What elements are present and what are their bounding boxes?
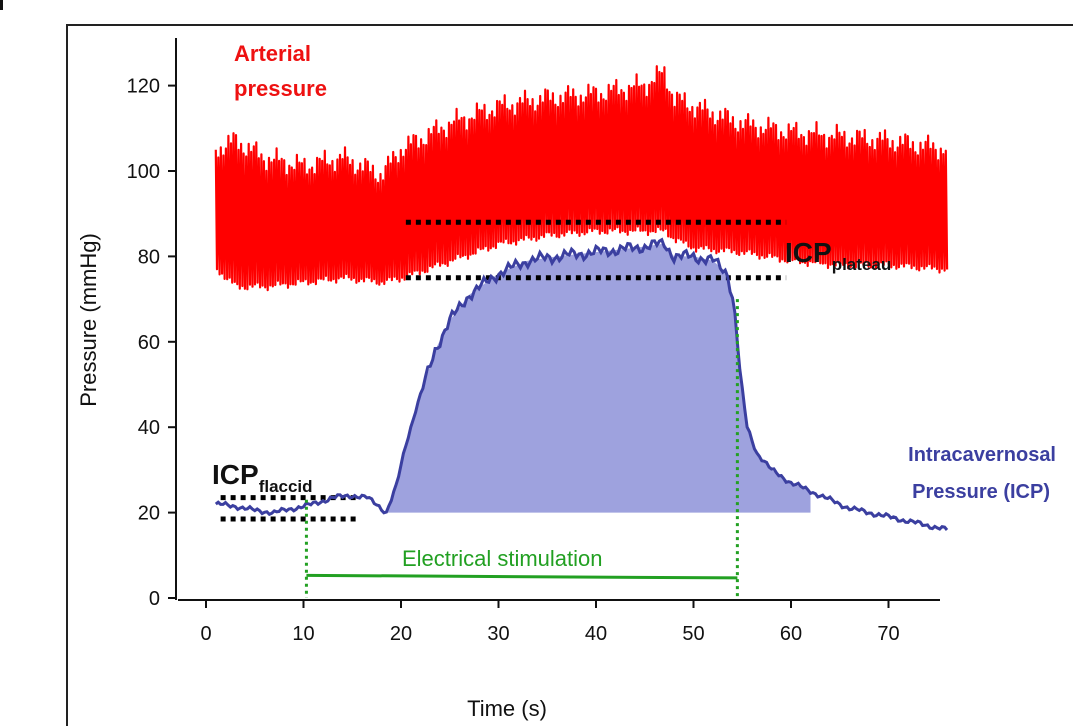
y-tick-label-80: 80 [138,246,160,268]
icp-plateau-label: ICPplateau [785,237,891,274]
icp-label-line-1: Intracavernosal [908,444,1056,466]
x-tick-label-0: 0 [200,623,211,645]
y-tick-label-100: 100 [127,161,160,183]
arterial-series-line [214,65,949,292]
icp-area-fill [386,243,811,513]
icp-flaccid-sub: flaccid [259,477,313,496]
figure-frame [66,24,1073,726]
x-tick-label-70: 70 [877,623,899,645]
x-tick-label-30: 30 [487,623,509,645]
y-tick-label-120: 120 [127,76,160,98]
figure-corner-mark [0,0,3,10]
y-tick-label-20: 20 [138,503,160,525]
x-tick-label-40: 40 [585,623,607,645]
arterial-label-line-2: pressure [234,76,327,101]
icp-label-line-2: Pressure (ICP) [912,481,1050,503]
arterial-pressure-layer [214,65,949,292]
x-tick-label-60: 60 [780,623,802,645]
x-tick-label-20: 20 [390,623,412,645]
arterial-label-line-1: Arterial [234,41,311,66]
icp-flaccid-main: ICP [212,459,259,490]
stimulation-bar [306,573,738,580]
icp-series-line [214,237,949,531]
stimulation-label: Electrical stimulation [402,546,603,571]
stimulation-layer [304,299,739,598]
y-tick-label-0: 0 [149,588,160,610]
y-axis-title: Pressure (mmHg) [76,233,101,407]
x-tick-label-50: 50 [682,623,704,645]
icp-plateau-main: ICP [785,237,832,268]
x-tick-label-10: 10 [292,623,314,645]
x-axis-title: Time (s) [467,696,547,721]
y-tick-label-40: 40 [138,417,160,439]
y-tick-label-60: 60 [138,332,160,354]
icp-flaccid-label: ICPflaccid [212,459,313,496]
axes: 0 10 20 30 40 50 60 70 0 20 40 60 80 100 120 [127,38,940,645]
icp-plateau-sub: plateau [832,255,892,274]
